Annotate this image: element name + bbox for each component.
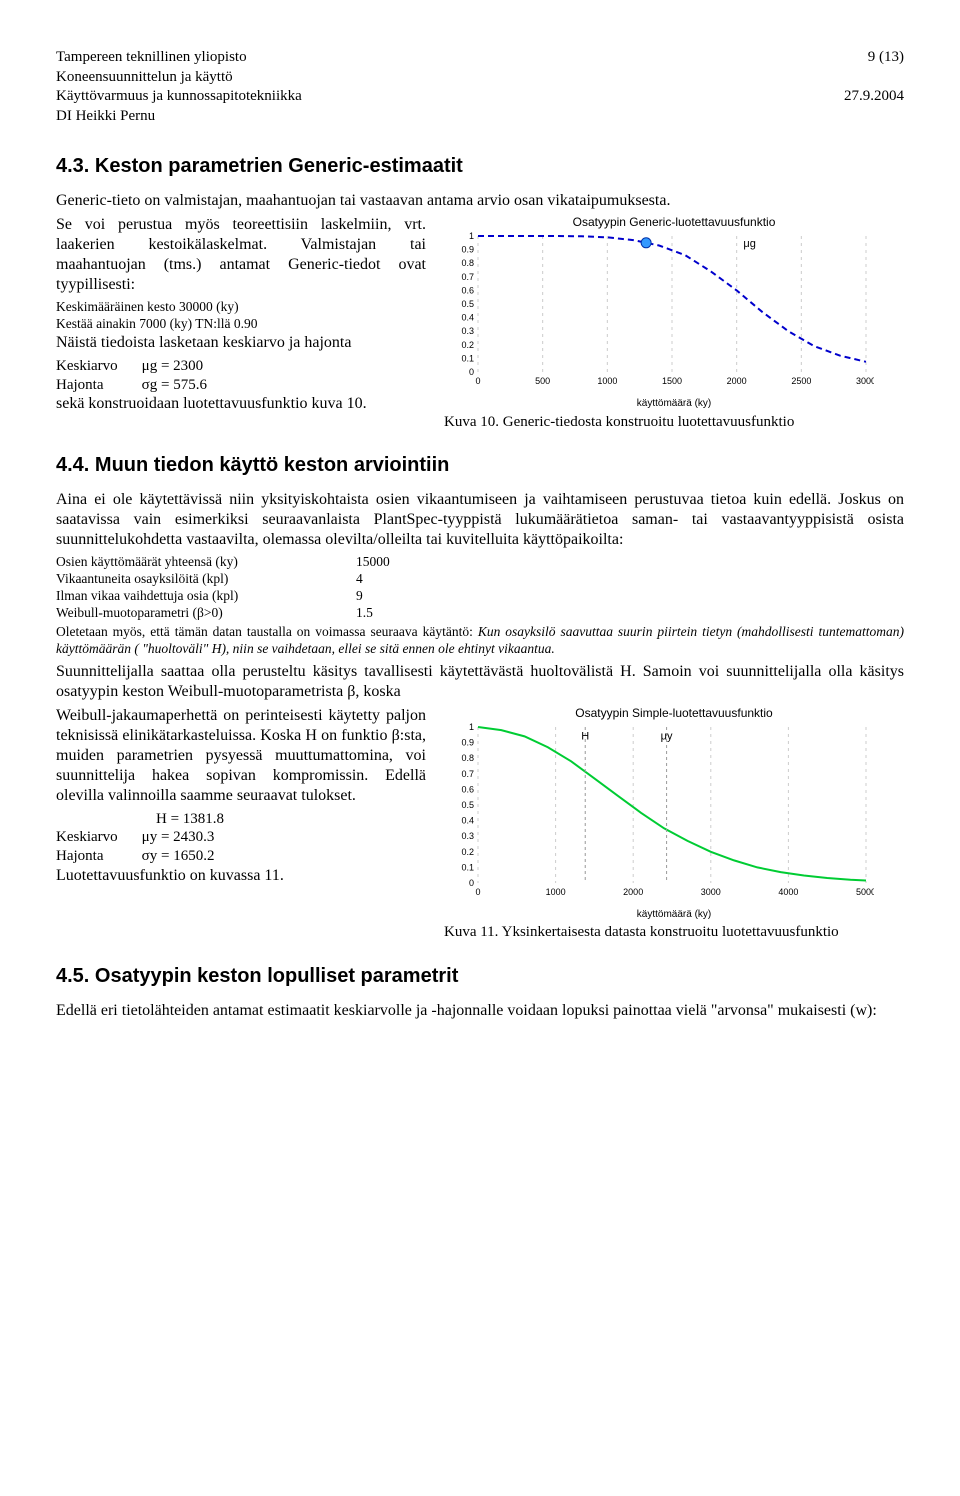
- svg-text:3000: 3000: [856, 376, 874, 386]
- figure-10-container: Osatyypin Generic-luotettavuusfunktio 00…: [444, 215, 904, 431]
- svg-text:0.2: 0.2: [461, 340, 474, 350]
- svg-text:0.3: 0.3: [461, 831, 474, 841]
- fig10-title: Osatyypin Generic-luotettavuusfunktio: [444, 215, 904, 230]
- data-row-value: 15000: [356, 554, 390, 571]
- sec44-kv-label: Keskiarvo: [56, 828, 142, 847]
- sec44-haj-val: σy = 1650.2: [142, 847, 239, 866]
- sec44-title: Muun tiedon käyttö keston arviointiin: [95, 454, 449, 476]
- sec44-kv-val: μy = 2430.3: [142, 828, 239, 847]
- fig10-caption: Kuva 10. Generic-tiedosta konstruoitu lu…: [444, 413, 904, 432]
- svg-text:0.8: 0.8: [461, 753, 474, 763]
- sec43-gline2: Kestää ainakin 7000 (ky) TN:llä 0.90: [56, 316, 426, 333]
- fig11-title: Osatyypin Simple-luotettavuusfunktio: [444, 706, 904, 721]
- svg-text:0.6: 0.6: [461, 784, 474, 794]
- svg-text:0.8: 0.8: [461, 258, 474, 268]
- data-row-label: Osien käyttömäärät yhteensä (ky): [56, 554, 356, 571]
- svg-text:5000: 5000: [856, 887, 874, 897]
- fig10-xlabel: käyttömäärä (ky): [444, 398, 904, 411]
- svg-text:μy: μy: [661, 730, 673, 742]
- svg-text:0: 0: [469, 878, 474, 888]
- svg-text:2500: 2500: [791, 376, 811, 386]
- svg-text:0.2: 0.2: [461, 846, 474, 856]
- sec43-gline1: Keskimääräinen kesto 30000 (ky): [56, 299, 426, 316]
- sec44-small-note: Oletetaan myös, että tämän datan taustal…: [56, 624, 904, 658]
- header-page: 9 (13): [844, 48, 904, 68]
- section-4-4-heading: 4.4. Muun tiedon käyttö keston arviointi…: [56, 453, 904, 478]
- svg-text:0.9: 0.9: [461, 737, 474, 747]
- sec43-kv-val: μg = 2300: [142, 357, 231, 376]
- sec43-p1a: Se voi perustua myös teoreettisiin laske…: [56, 215, 426, 295]
- fig11-xlabel: käyttömäärä (ky): [444, 909, 904, 922]
- data-row-value: 1.5: [356, 605, 373, 622]
- svg-text:0.4: 0.4: [461, 815, 474, 825]
- sec43-p3: sekä konstruoidaan luotettavuusfunktio k…: [56, 394, 426, 414]
- header-right: 9 (13) 27.9.2004: [844, 48, 904, 126]
- svg-text:500: 500: [535, 376, 550, 386]
- svg-text:2000: 2000: [727, 376, 747, 386]
- sec44-p3: Luotettavuusfunktio on kuvassa 11.: [56, 866, 426, 886]
- header-org: Tampereen teknillinen yliopisto: [56, 48, 302, 68]
- svg-text:1000: 1000: [546, 887, 566, 897]
- sec43-intro: Generic-tieto on valmistajan, maahantuoj…: [56, 191, 904, 211]
- svg-text:4000: 4000: [778, 887, 798, 897]
- svg-text:0.5: 0.5: [461, 800, 474, 810]
- data-row-label: Weibull-muotoparametri (β>0): [56, 605, 356, 622]
- sec44-p2b: Weibull-jakaumaperhettä on perinteisesti…: [56, 706, 426, 806]
- sec43-num: 4.3.: [56, 155, 89, 177]
- svg-text:H: H: [581, 730, 589, 742]
- sec44-p2a: Suunnittelijalla saattaa olla perusteltu…: [56, 662, 904, 702]
- sec45-p1: Edellä eri tietolähteiden antamat estima…: [56, 1001, 904, 1021]
- svg-text:0.1: 0.1: [461, 353, 474, 363]
- svg-text:0.5: 0.5: [461, 299, 474, 309]
- figure-11-container: Osatyypin Simple-luotettavuusfunktio 0 0.…: [444, 706, 904, 942]
- svg-text:1000: 1000: [597, 376, 617, 386]
- svg-text:2000: 2000: [623, 887, 643, 897]
- sec44-left-column: Weibull-jakaumaperhettä on perinteisesti…: [56, 706, 426, 890]
- fig10-chart: 0 0.1 0.2 0.3 0.4 0.5 0.6 0.7 0.8 0.9 1 0 500 1000 150…: [444, 230, 874, 390]
- svg-text:3000: 3000: [701, 887, 721, 897]
- svg-text:0.1: 0.1: [461, 862, 474, 872]
- fig11-caption: Kuva 11. Yksinkertaisesta datasta konstr…: [444, 923, 904, 942]
- header-course: Käyttövarmuus ja kunnossapitotekniikka: [56, 87, 302, 107]
- svg-text:0.6: 0.6: [461, 285, 474, 295]
- sec44-p1: Aina ei ole käytettävissä niin yksityisk…: [56, 490, 904, 550]
- sec43-left-column: Se voi perustua myös teoreettisiin laske…: [56, 215, 426, 418]
- header-author: DI Heikki Pernu: [56, 107, 302, 127]
- sec43-haj-label: Hajonta: [56, 376, 142, 395]
- sec44-data-rows: Osien käyttömäärät yhteensä (ky)15000Vik…: [56, 554, 904, 622]
- sec44-num: 4.4.: [56, 454, 89, 476]
- svg-text:0: 0: [469, 367, 474, 377]
- svg-text:μg: μg: [743, 238, 755, 250]
- sec43-title: Keston parametrien Generic-estimaatit: [95, 155, 463, 177]
- data-row-label: Ilman vikaa vaihdettuja osia (kpl): [56, 588, 356, 605]
- sec44-haj-label: Hajonta: [56, 847, 142, 866]
- svg-text:1500: 1500: [662, 376, 682, 386]
- section-4-3-heading: 4.3. Keston parametrien Generic-estimaat…: [56, 154, 904, 179]
- section-4-5-heading: 4.5. Osatyypin keston lopulliset paramet…: [56, 964, 904, 989]
- fig11-chart: 0 0.1 0.2 0.3 0.4 0.5 0.6 0.7 0.8 0.9 1 0 1000 2000 30…: [444, 721, 874, 901]
- sec45-num: 4.5.: [56, 965, 89, 987]
- header-left: Tampereen teknillinen yliopisto Koneensu…: [56, 48, 302, 126]
- svg-text:0: 0: [475, 887, 480, 897]
- svg-text:0.7: 0.7: [461, 272, 474, 282]
- sec44-note-a: Oletetaan myös, että tämän datan taustal…: [56, 624, 478, 639]
- svg-text:0.7: 0.7: [461, 768, 474, 778]
- svg-text:1: 1: [469, 231, 474, 241]
- header-dept: Koneensuunnittelun ja käyttö: [56, 68, 302, 88]
- svg-text:0.3: 0.3: [461, 326, 474, 336]
- header-date: 27.9.2004: [844, 87, 904, 107]
- sec45-title: Osatyypin keston lopulliset parametrit: [95, 965, 458, 987]
- svg-text:0.9: 0.9: [461, 245, 474, 255]
- page-header: Tampereen teknillinen yliopisto Koneensu…: [56, 48, 904, 126]
- sec43-haj-val: σg = 575.6: [142, 376, 231, 395]
- svg-text:1: 1: [469, 722, 474, 732]
- data-row-value: 4: [356, 571, 363, 588]
- svg-text:0: 0: [475, 376, 480, 386]
- sec44-H-line: H = 1381.8: [56, 810, 426, 829]
- svg-text:0.4: 0.4: [461, 313, 474, 323]
- sec43-p2: Näistä tiedoista lasketaan keskiarvo ja …: [56, 333, 426, 353]
- data-row-label: Vikaantuneita osayksilöitä (kpl): [56, 571, 356, 588]
- sec43-kv-label: Keskiarvo: [56, 357, 142, 376]
- data-row-value: 9: [356, 588, 363, 605]
